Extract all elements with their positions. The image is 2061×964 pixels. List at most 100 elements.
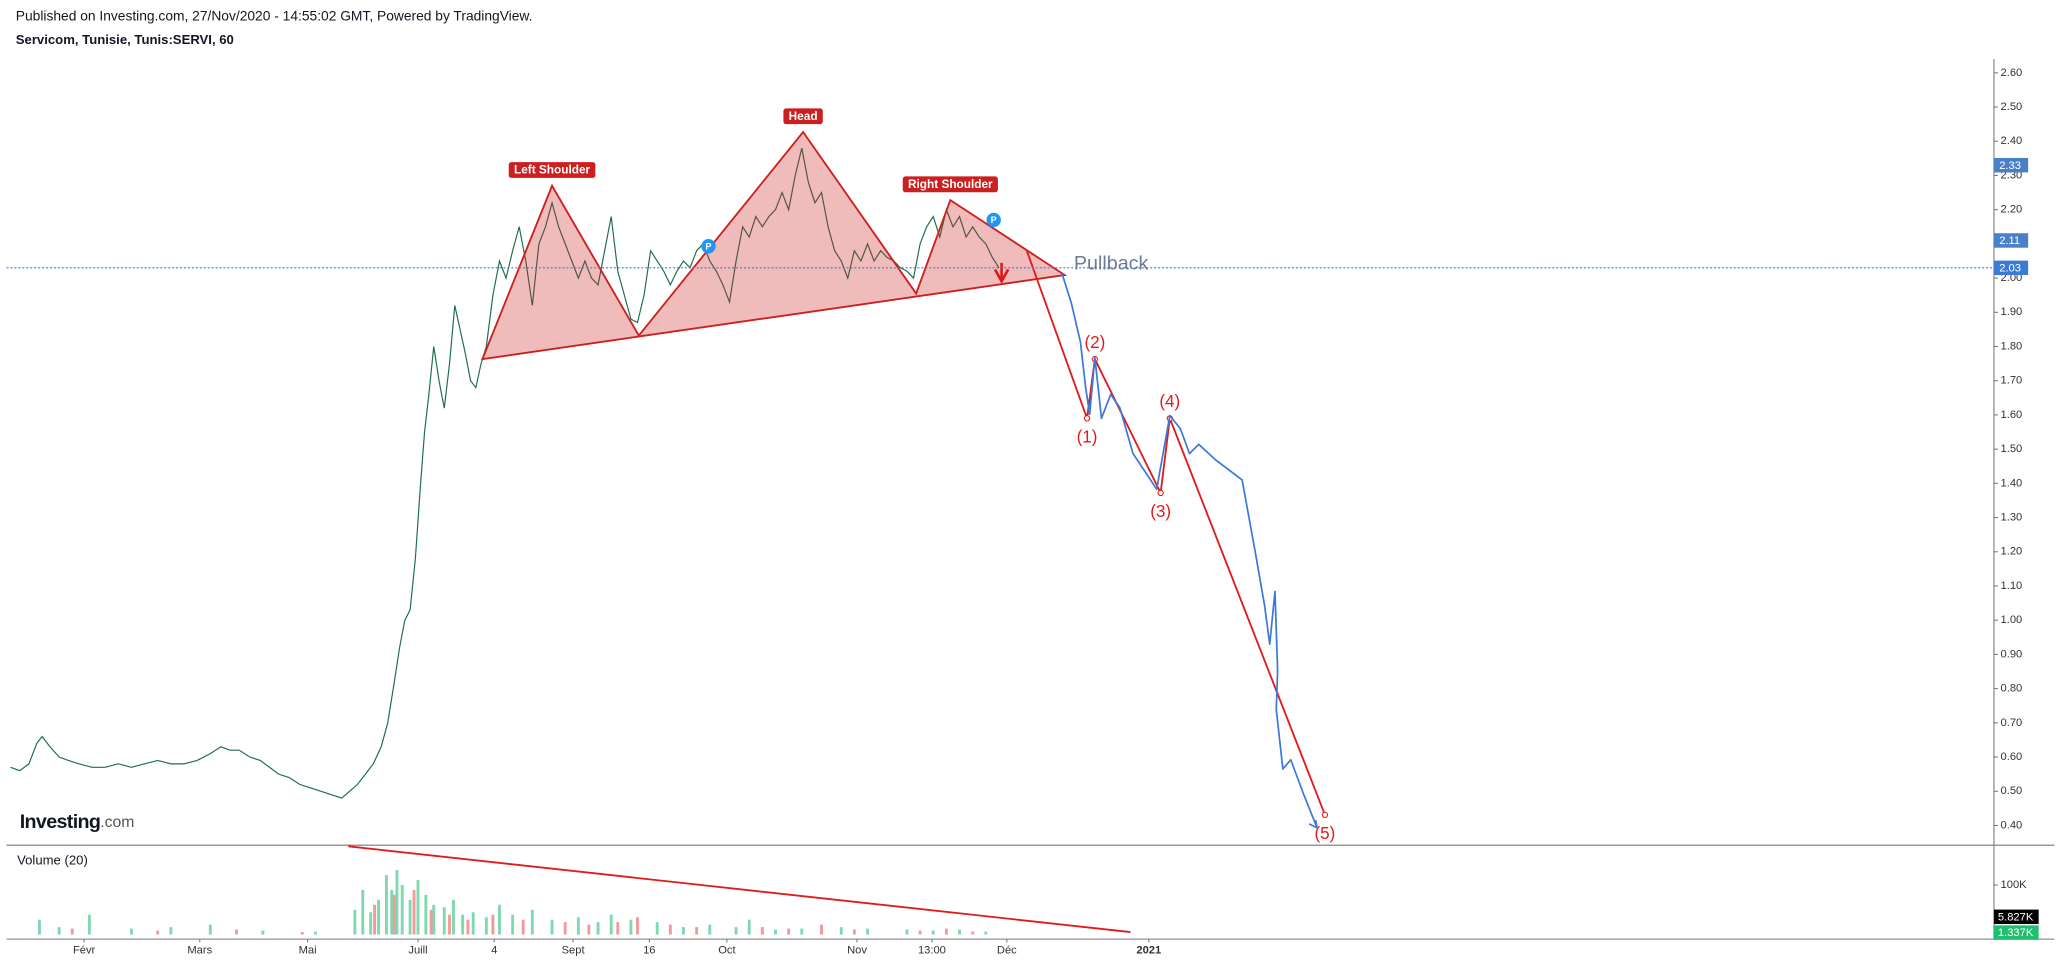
volume-bar [708, 924, 712, 935]
wave-label: (4) [1159, 392, 1180, 411]
volume-label: 5.827K [1998, 911, 2034, 923]
y-tick-label: 0.40 [2001, 819, 2023, 831]
x-tick-label: 16 [643, 944, 655, 956]
y-tick-label: 2.60 [2001, 67, 2023, 79]
volume-bar [208, 924, 212, 935]
x-tick-label: Mai [299, 944, 317, 956]
volume-bar [261, 930, 265, 935]
published-note: Published on Investing.com, 27/Nov/2020 … [16, 9, 533, 24]
volume-bar [596, 922, 600, 935]
volume-bar [747, 919, 751, 935]
volume-bar [424, 894, 428, 935]
y-tick-label: 0.60 [2001, 751, 2023, 763]
volume-bar [668, 924, 672, 935]
y-tick-label: 2.50 [2001, 101, 2023, 113]
volume-bar [820, 924, 823, 935]
volume-bar [384, 875, 388, 935]
volume-bar [905, 929, 909, 935]
volume-bar [369, 912, 373, 935]
x-tick-label: Nov [847, 944, 867, 956]
y-tick-label: 1.80 [2001, 340, 2023, 352]
volume-bar [760, 927, 764, 935]
volume-bar [587, 924, 591, 935]
volume-bar [636, 917, 639, 935]
y-tick-label: 0.70 [2001, 717, 2023, 729]
projection-arrow [1308, 819, 1319, 830]
volume-label-box [1993, 909, 2039, 925]
volume-bar [609, 914, 613, 935]
volume-bar [156, 930, 160, 935]
price-label: 2.11 [1999, 235, 2020, 247]
x-tick-label: Déc [997, 944, 1017, 956]
volume-bar [353, 909, 357, 935]
volume-bar [616, 922, 620, 935]
volume-bar [57, 927, 61, 935]
volume-bar [491, 914, 495, 935]
wave-point [1321, 811, 1329, 818]
volume-bar [852, 929, 856, 935]
volume-bar [682, 927, 685, 935]
volume-bar [429, 909, 433, 935]
volume-bar [521, 919, 525, 935]
price-label-box [1993, 233, 2029, 248]
volume-bar [629, 919, 633, 935]
y-tick-label: 0.90 [2001, 648, 2023, 660]
y-tick-label: 1.50 [2001, 443, 2023, 455]
price-label: 2.03 [1999, 262, 2021, 274]
y-tick-label: 1.30 [2001, 512, 2023, 524]
volume-bar [392, 894, 396, 935]
y-tick-label: 1.70 [2001, 375, 2023, 387]
volume-bar [169, 927, 173, 935]
volume-bar [70, 928, 74, 935]
pullback-label: Pullback [1074, 253, 1149, 275]
volume-bar [408, 899, 412, 935]
pattern-label-box [783, 108, 823, 125]
volume-bar [918, 930, 922, 935]
x-tick-label: 13:00 [918, 944, 946, 956]
volume-bar [442, 907, 446, 935]
x-tick-label: Mars [187, 944, 212, 956]
projection-line [1061, 273, 1318, 829]
wave-label: (3) [1150, 502, 1171, 521]
symbol-title: Servicom, Tunisie, Tunis:SERVI, 60 [16, 32, 234, 47]
volume-bar [432, 904, 436, 935]
y-tick-label: 0.80 [2001, 683, 2023, 695]
price-label-box [1993, 157, 2029, 173]
logo-suffix: .com [100, 814, 134, 831]
marker-label: P [705, 241, 711, 251]
marker-label: P [991, 215, 997, 225]
volume-bar [471, 912, 475, 935]
volume-bar [416, 880, 420, 935]
volume-bar [300, 932, 304, 935]
wave-point [1157, 489, 1164, 497]
wave-line [1025, 249, 1326, 816]
volume-bar [452, 899, 455, 935]
volume-bar [931, 930, 935, 935]
wave-label: (5) [1314, 824, 1335, 843]
volume-bar [787, 928, 791, 935]
pattern-label: Left Shoulder [514, 163, 591, 177]
volume-bar [400, 884, 404, 935]
pattern-label: Head [789, 109, 818, 123]
head-shoulders-pattern [480, 130, 1068, 361]
breakout-arrow [993, 262, 1010, 284]
volume-bar [314, 931, 317, 935]
y-tick-label: 2.40 [2001, 135, 2023, 147]
volume-bar [984, 931, 988, 935]
volume-bar [448, 914, 451, 935]
x-tick-label: Sept [562, 944, 586, 956]
wave-label: (2) [1084, 333, 1105, 352]
volume-bar [800, 928, 804, 935]
y-tick-label: 1.90 [2001, 306, 2023, 318]
y-tick-label: 1.60 [2001, 409, 2023, 421]
y-tick-label: 100K [2001, 879, 2028, 891]
volume-bar [466, 919, 470, 935]
price-label: 2.33 [1999, 160, 2021, 172]
price-label-box [1993, 260, 2029, 276]
logo: Investing.com [20, 811, 135, 833]
volume-label: 1.337K [1998, 927, 2034, 939]
volume-bar [550, 919, 554, 935]
volume-bar [774, 929, 777, 935]
